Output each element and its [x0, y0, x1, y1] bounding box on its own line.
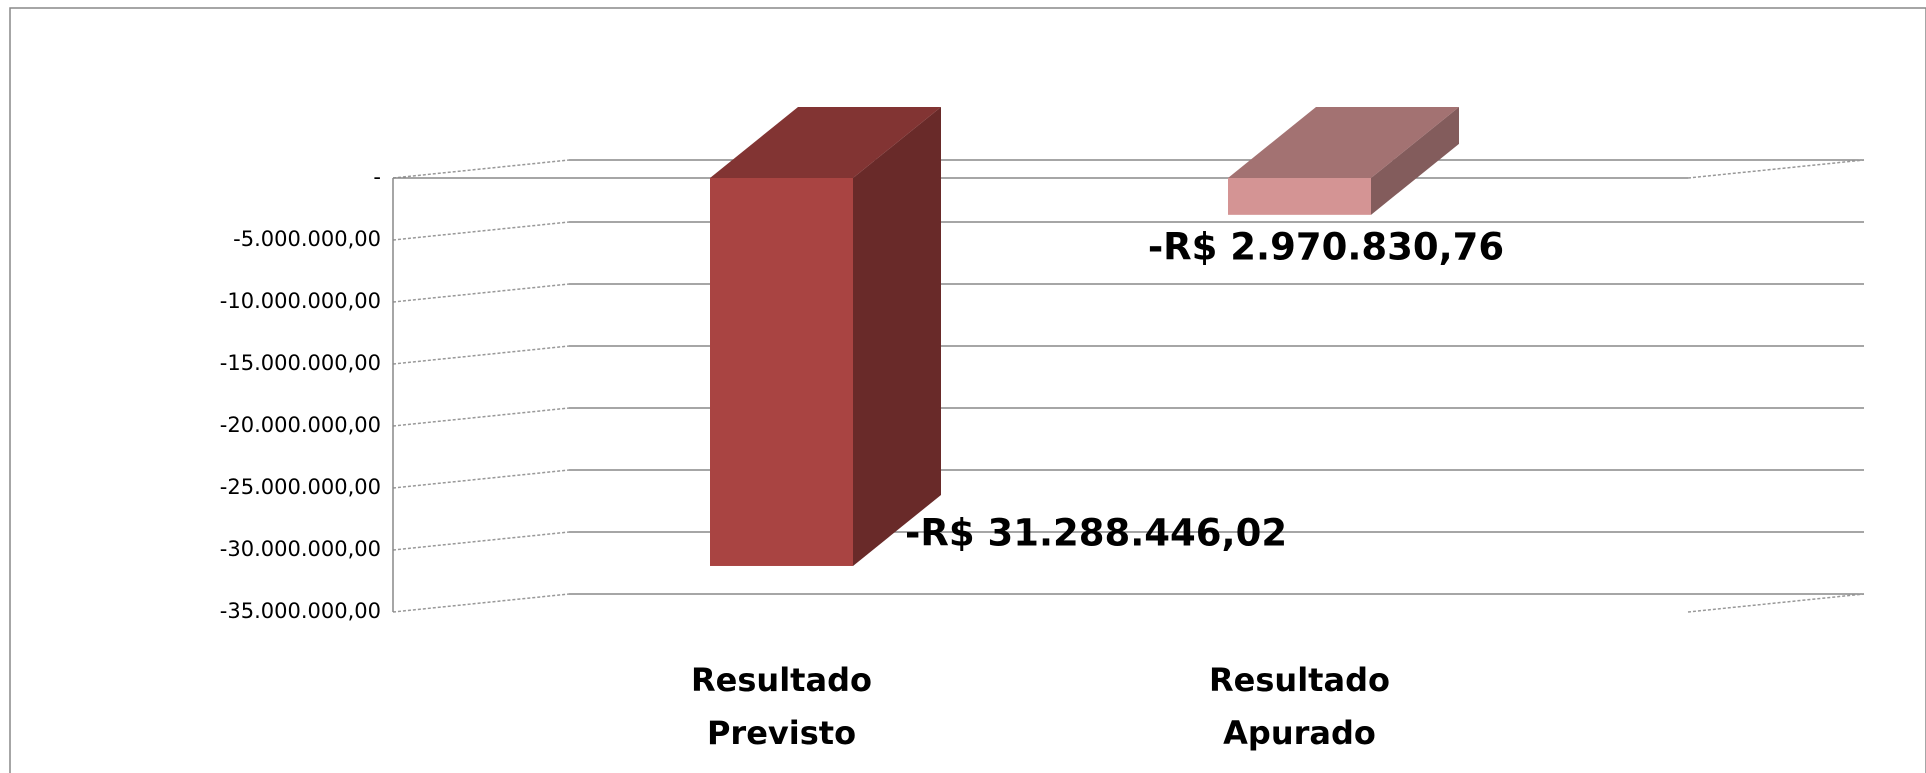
value-label: -R$ 31.288.446,02 [905, 511, 1287, 554]
right-edge [1687, 593, 1865, 613]
grid-line-side [392, 283, 570, 303]
grid-line-side [392, 593, 570, 613]
y-tick-label: -10.000.000,00 [220, 289, 381, 313]
bar-side [1371, 107, 1459, 215]
y-tick-label: -20.000.000,00 [220, 413, 381, 437]
y-tick-label: -15.000.000,00 [220, 351, 381, 375]
y-tick-label: -5.000.000,00 [233, 227, 381, 251]
x-tick-label: Resultado Previsto [691, 661, 872, 752]
bar-top [710, 107, 941, 178]
x-tick-label: Resultado Apurado [1209, 661, 1390, 752]
y-tick-label: - [373, 165, 381, 189]
y-tick-label: -35.000.000,00 [220, 599, 381, 623]
y-tick-label: -25.000.000,00 [220, 475, 381, 499]
bar [1228, 178, 1371, 215]
grid-line-side [392, 469, 570, 489]
grid-line-side [392, 345, 570, 365]
value-label: -R$ 2.970.830,76 [1148, 225, 1504, 268]
grid-line-side [392, 531, 570, 551]
grid-line-side [392, 407, 570, 427]
right-edge [1687, 159, 1865, 179]
bar-side [853, 107, 941, 566]
bar [710, 178, 853, 566]
bar-top [1228, 107, 1459, 178]
chart-frame [9, 7, 1926, 773]
y-tick-label: -30.000.000,00 [220, 537, 381, 561]
grid-line-side [392, 221, 570, 241]
grid-line-side [392, 159, 570, 179]
